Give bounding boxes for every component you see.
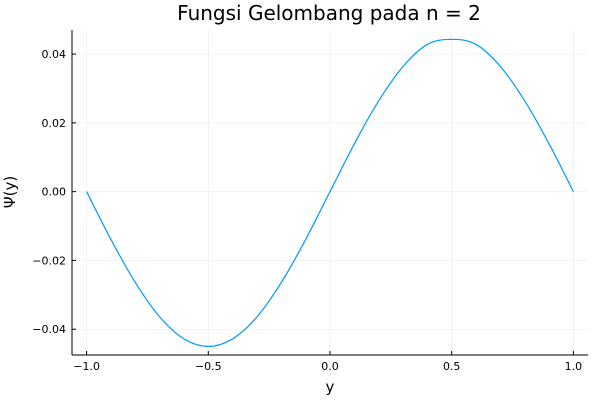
series [86,38,574,348]
y-ticks: −0.04 −0.02 0.00 0.02 0.04 [32,48,76,336]
grid [72,30,588,355]
x-tick-label: −0.5 [195,360,222,373]
x-ticks: −1.0 −0.5 0.0 0.5 1.0 [73,351,582,373]
y-tick-label: 0.04 [42,48,67,61]
y-tick-label: −0.04 [32,323,66,336]
x-tick-label: −1.0 [73,360,100,373]
x-tick-label: 0.5 [443,360,461,373]
chart-title: Fungsi Gelombang pada n = 2 [177,1,481,25]
y-tick-label: −0.02 [32,254,66,267]
series-line [86,38,574,348]
y-tick-label: 0.00 [42,186,67,199]
y-tick-label: 0.02 [42,117,67,130]
x-tick-label: 0.0 [321,360,339,373]
x-tick-label: 1.0 [565,360,583,373]
x-axis-label: y [326,378,335,396]
y-axis-label: Ψ(y) [1,176,19,208]
